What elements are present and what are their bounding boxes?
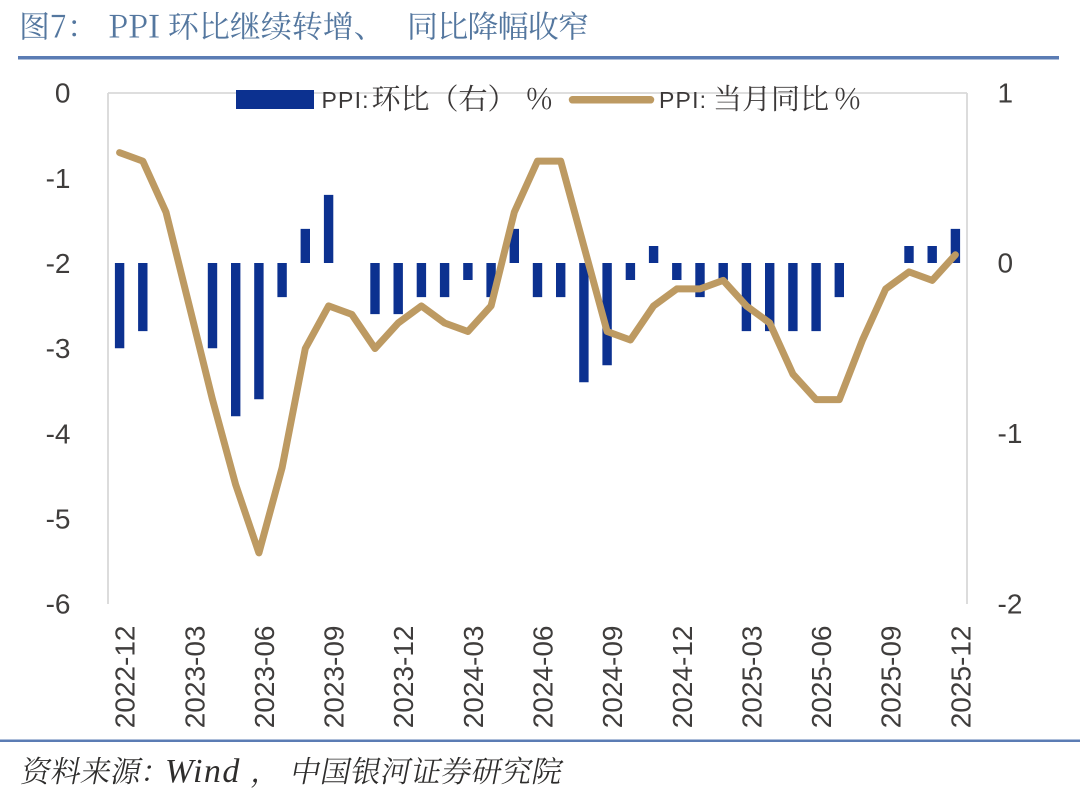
- svg-text:2022-12: 2022-12: [110, 626, 141, 729]
- svg-text:2025-09: 2025-09: [876, 626, 907, 729]
- svg-text:2025-06: 2025-06: [806, 626, 837, 729]
- svg-text:2024-06: 2024-06: [528, 626, 559, 729]
- svg-text:-2: -2: [998, 588, 1023, 619]
- svg-text:Wind: Wind: [165, 753, 241, 790]
- svg-text:2023-09: 2023-09: [319, 626, 350, 729]
- svg-text:-6: -6: [46, 589, 71, 620]
- svg-text:2025-03: 2025-03: [736, 626, 767, 729]
- svg-text:2024-03: 2024-03: [458, 626, 489, 729]
- svg-text:2023-06: 2023-06: [249, 626, 280, 729]
- svg-text:-1: -1: [46, 163, 71, 194]
- svg-text:-3: -3: [46, 333, 71, 364]
- svg-text:-4: -4: [46, 418, 71, 449]
- svg-text:2024-09: 2024-09: [597, 626, 628, 729]
- svg-text:0: 0: [55, 78, 71, 109]
- svg-text:2023-12: 2023-12: [388, 626, 419, 729]
- svg-text:2023-03: 2023-03: [179, 626, 210, 729]
- svg-text:-1: -1: [998, 418, 1023, 449]
- svg-text:PPI:: PPI:: [659, 87, 707, 113]
- svg-text:2024-12: 2024-12: [667, 626, 698, 729]
- svg-text:-5: -5: [46, 504, 71, 535]
- svg-text:1: 1: [998, 77, 1014, 108]
- svg-text:PPI:: PPI:: [322, 87, 370, 113]
- svg-text:-2: -2: [46, 248, 71, 279]
- svg-text:0: 0: [998, 248, 1014, 279]
- svg-text:2025-12: 2025-12: [945, 626, 976, 729]
